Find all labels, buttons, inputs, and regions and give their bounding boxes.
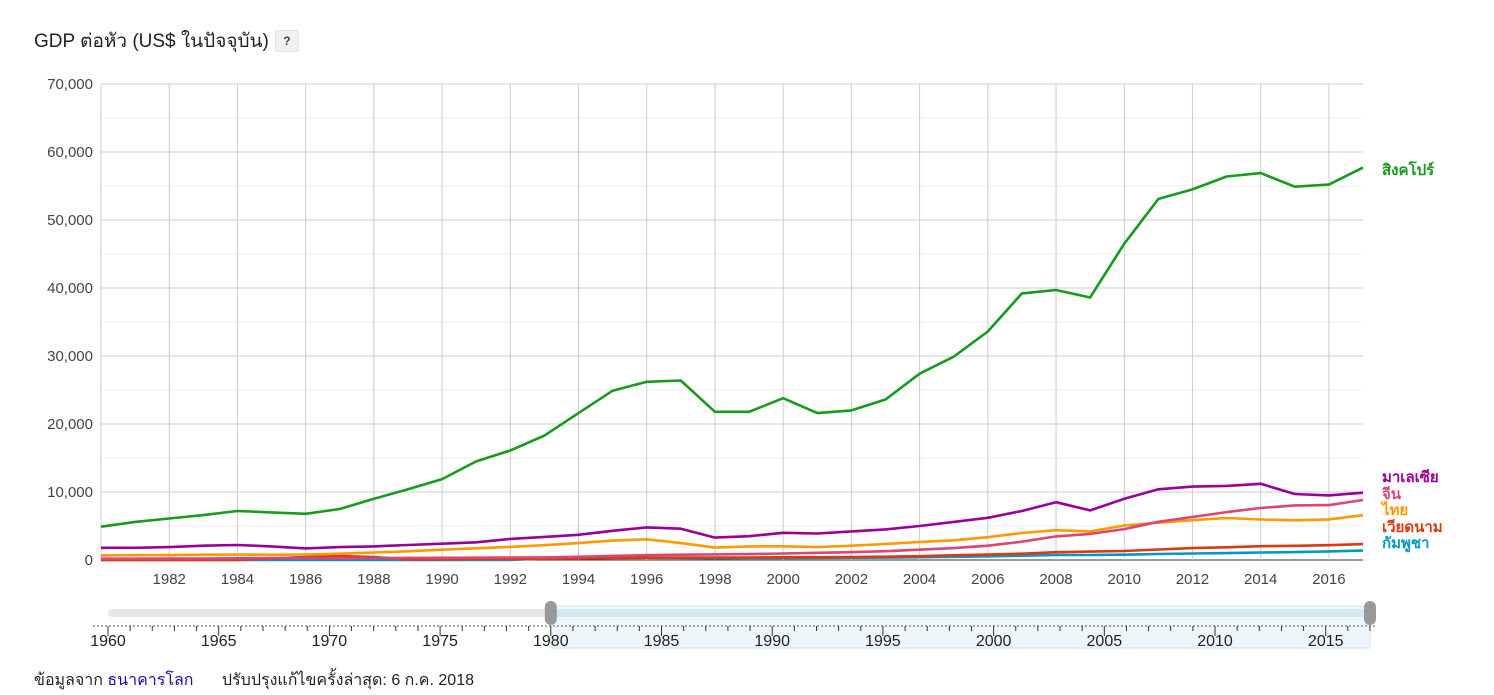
chart-header: GDP ต่อหัว (US$ ในปัจจุบัน) ? — [34, 26, 299, 56]
x-tick-label: 1988 — [357, 571, 390, 588]
y-tick-label: 60,000 — [47, 144, 93, 161]
slider-tick-label: 1965 — [201, 633, 237, 650]
slider-tick-label: 1970 — [312, 633, 348, 650]
slider-tick-label: 1975 — [422, 633, 458, 650]
slider-selection-band — [550, 609, 1370, 617]
slider-tick-label: 1985 — [644, 633, 680, 650]
slider-tick-label: 1980 — [533, 633, 569, 650]
x-tick-label: 1986 — [289, 571, 322, 588]
y-tick-label: 20,000 — [47, 416, 93, 433]
series-line — [101, 482, 1364, 550]
slider-tick-label: 2000 — [976, 633, 1012, 650]
slider-tick-label: 1960 — [90, 633, 126, 650]
last-updated: ปรับปรุงแก้ไขครั้งล่าสุด: 6 ก.ค. 2018 — [221, 672, 474, 689]
y-tick-label: 30,000 — [47, 348, 93, 365]
x-axis: 1982 1984 1986 1988 1990 1992 1994 1996 1998 2000… — [153, 571, 1346, 588]
y-tick-label: 70,000 — [47, 76, 93, 93]
range-slider[interactable]: 1960 1965 1970 1975 1980 1985 1990 1995 2000 2005… — [90, 601, 1376, 650]
x-tick-label: 2010 — [1108, 571, 1141, 588]
x-tick-label: 1998 — [698, 571, 731, 588]
slider-tick-label: 2015 — [1308, 633, 1344, 650]
slider-tick-label: 1990 — [754, 633, 790, 650]
x-tick-label: 2006 — [971, 571, 1004, 588]
y-tick-label: 0 — [85, 552, 93, 569]
x-tick-label: 2004 — [903, 571, 936, 588]
x-tick-label: 2012 — [1176, 571, 1209, 588]
x-tick-label: 2014 — [1244, 571, 1277, 588]
series-label: มาเลเซีย — [1382, 469, 1439, 486]
y-tick-label: 50,000 — [47, 212, 93, 229]
chart-title: GDP ต่อหัว (US$ ในปัจจุบัน) — [34, 31, 269, 52]
x-tick-label: 2002 — [835, 571, 868, 588]
source-prefix: ข้อมูลจาก — [34, 672, 103, 689]
slider-handle-right[interactable] — [1364, 601, 1376, 625]
series-label: จีน — [1382, 486, 1402, 503]
series-line — [100, 166, 1364, 528]
x-tick-label: 1984 — [221, 571, 254, 588]
slider-tick-label: 1995 — [865, 633, 901, 650]
slider-tick-label: 2005 — [1087, 633, 1123, 650]
y-tick-label: 10,000 — [47, 484, 93, 501]
series-label: กัมพูชา — [1382, 535, 1429, 553]
series-label: เวียดนาม — [1382, 519, 1443, 536]
series-label: สิงคโปร์ — [1382, 160, 1435, 179]
gdp-line-chart: 0 10,000 20,000 30,000 40,000 50,000 60,000 70,… — [47, 76, 1443, 650]
series-line — [101, 498, 1364, 561]
y-axis: 0 10,000 20,000 30,000 40,000 50,000 60,000 70,… — [47, 76, 93, 569]
x-tick-label: 1982 — [153, 571, 186, 588]
x-tick-label: 2016 — [1312, 571, 1345, 588]
x-tick-label: 1996 — [630, 571, 663, 588]
help-button[interactable]: ? — [274, 30, 299, 52]
slider-handle-left[interactable] — [544, 601, 557, 625]
series-label: ไทย — [1380, 500, 1408, 519]
chart-footer: ข้อมูลจาก ธนาคารโลก ปรับปรุงแก้ไขครั้งล่… — [34, 668, 474, 693]
x-tick-label: 1990 — [425, 571, 458, 588]
x-tick-label: 1992 — [494, 571, 527, 588]
y-tick-label: 40,000 — [47, 280, 93, 297]
x-tick-label: 2000 — [766, 571, 799, 588]
x-tick-label: 2008 — [1039, 571, 1072, 588]
x-tick-label: 1994 — [562, 571, 595, 588]
slider-tick-label: 2010 — [1197, 633, 1233, 650]
source-link[interactable]: ธนาคารโลก — [107, 672, 194, 689]
series-lines — [100, 166, 1364, 562]
